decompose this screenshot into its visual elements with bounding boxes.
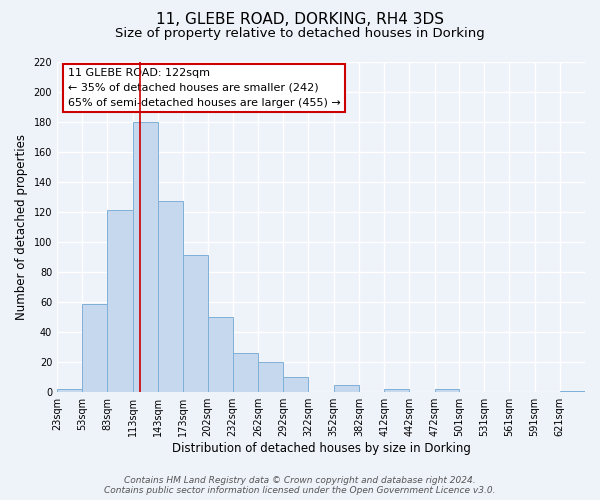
Bar <box>283 377 308 392</box>
Bar <box>258 362 283 392</box>
Bar <box>57 389 82 392</box>
Text: 11, GLEBE ROAD, DORKING, RH4 3DS: 11, GLEBE ROAD, DORKING, RH4 3DS <box>156 12 444 28</box>
Bar <box>334 384 359 392</box>
X-axis label: Distribution of detached houses by size in Dorking: Distribution of detached houses by size … <box>172 442 470 455</box>
Text: 11 GLEBE ROAD: 122sqm
← 35% of detached houses are smaller (242)
65% of semi-det: 11 GLEBE ROAD: 122sqm ← 35% of detached … <box>68 68 340 108</box>
Bar <box>158 202 183 392</box>
Y-axis label: Number of detached properties: Number of detached properties <box>15 134 28 320</box>
Bar <box>434 389 459 392</box>
Bar <box>208 317 233 392</box>
Bar <box>384 389 409 392</box>
Text: Size of property relative to detached houses in Dorking: Size of property relative to detached ho… <box>115 28 485 40</box>
Bar <box>183 256 208 392</box>
Bar <box>133 122 158 392</box>
Text: Contains HM Land Registry data © Crown copyright and database right 2024.
Contai: Contains HM Land Registry data © Crown c… <box>104 476 496 495</box>
Bar <box>107 210 133 392</box>
Bar <box>560 390 585 392</box>
Bar <box>233 353 258 392</box>
Bar <box>82 304 107 392</box>
